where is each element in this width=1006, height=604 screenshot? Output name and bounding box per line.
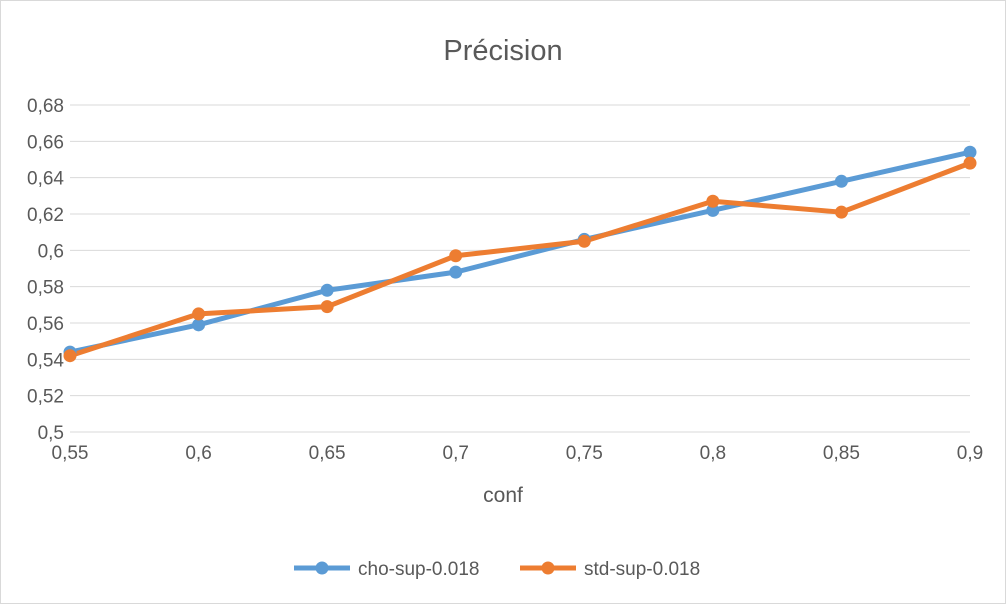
y-axis-ticks: 0,5 0,52 0,54 0,56 0,58 0,6 0,62 0,64 0,66 0,68 [27,96,64,444]
data-point-std-sup-0.018 [449,249,463,263]
data-point-std-sup-0.018 [192,307,206,321]
series-points [63,145,977,363]
data-point-cho-sup-0.018 [449,265,463,279]
legend-item-cho-sup-0.018: cho-sup-0.018 [294,559,479,580]
gridlines [70,104,970,433]
data-point-std-sup-0.018 [63,349,77,363]
y-tick-label: 0,58 [27,278,64,299]
y-tick-label: 0,62 [27,205,64,226]
series-line-cho-sup-0.018 [67,149,973,355]
x-axis-label: conf [483,484,523,507]
y-tick-label: 0,6 [38,241,64,262]
data-point-std-sup-0.018 [963,156,977,170]
data-point-cho-sup-0.018 [963,145,977,159]
y-tick-label: 0,54 [27,350,64,371]
x-tick-label: 0,7 [443,443,469,464]
data-point-cho-sup-0.018 [834,174,848,188]
y-tick-label: 0,64 [27,169,64,190]
legend-label: std-sup-0.018 [584,559,700,580]
legend: cho-sup-0.018 std-sup-0.018 [294,559,700,580]
legend-label: cho-sup-0.018 [358,559,479,580]
data-point-std-sup-0.018 [706,194,720,208]
x-tick-label: 0,8 [700,443,726,464]
x-tick-label: 0,65 [309,443,346,464]
x-axis-ticks: 0,55 0,6 0,65 0,7 0,75 0,8 0,85 0,9 [52,443,984,464]
series-line-std-sup-0.018 [67,160,973,359]
chart-title: Précision [443,35,562,67]
y-tick-label: 0,66 [27,132,64,153]
series-lines [67,149,973,359]
data-point-std-sup-0.018 [834,205,848,219]
data-point-std-sup-0.018 [320,300,334,314]
x-tick-label: 0,55 [52,443,89,464]
legend-item-std-sup-0.018: std-sup-0.018 [520,559,700,580]
data-point-std-sup-0.018 [577,234,591,248]
x-tick-label: 0,85 [823,443,860,464]
data-point-cho-sup-0.018 [320,283,334,297]
x-tick-label: 0,9 [957,443,983,464]
legend-swatch-marker [315,561,329,575]
data-point-cho-sup-0.018 [706,203,720,217]
legend-swatch-marker [541,561,555,575]
data-point-cho-sup-0.018 [192,318,206,332]
y-tick-label: 0,68 [27,96,64,117]
x-tick-label: 0,6 [185,443,211,464]
y-tick-label: 0,56 [27,314,64,335]
y-tick-label: 0,52 [27,387,64,408]
y-tick-label: 0,5 [38,423,64,444]
x-tick-label: 0,75 [566,443,603,464]
